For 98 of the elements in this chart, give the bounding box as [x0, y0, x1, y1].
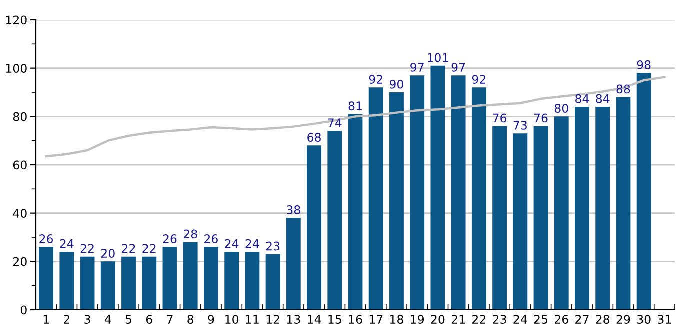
- data-label: 76: [493, 114, 507, 123]
- bar: [142, 256, 157, 310]
- x-tick-label: 10: [226, 315, 239, 324]
- x-tick-label: 13: [287, 315, 300, 324]
- bar: [451, 76, 466, 310]
- data-label: 92: [369, 75, 382, 84]
- bar: [122, 256, 136, 310]
- bar: [368, 88, 384, 310]
- data-label: 88: [616, 84, 630, 94]
- data-label: 68: [308, 133, 321, 142]
- bar: [575, 107, 590, 310]
- data-label: 97: [410, 62, 424, 72]
- bar: [266, 254, 280, 310]
- data-label: 26: [163, 234, 177, 244]
- data-label: 81: [348, 102, 362, 111]
- x-tick-label: 31: [658, 315, 672, 324]
- y-tick-label: 0: [20, 306, 27, 315]
- data-label: 84: [596, 94, 610, 104]
- bar: [554, 116, 569, 310]
- data-label: 24: [225, 239, 239, 248]
- bar: [60, 252, 74, 310]
- y-tick-label: 100: [6, 64, 27, 73]
- data-label: 26: [204, 234, 218, 244]
- bar: [286, 218, 301, 310]
- bar: [390, 92, 404, 310]
- data-label: 28: [184, 230, 198, 239]
- data-label: 97: [452, 62, 466, 72]
- bar: [616, 97, 631, 310]
- data-label: 84: [576, 94, 590, 104]
- x-tick-label: 20: [431, 315, 445, 324]
- data-label: 23: [266, 242, 280, 251]
- data-label: 92: [472, 75, 486, 84]
- y-tick-label: 20: [14, 257, 27, 266]
- bar: [596, 107, 610, 310]
- bar: [328, 131, 342, 310]
- x-tick-label: 24: [514, 315, 528, 324]
- x-tick-label: 18: [390, 315, 404, 324]
- bar: [183, 242, 198, 310]
- bar: [534, 126, 548, 310]
- bar: [80, 256, 95, 310]
- bar: [492, 126, 508, 310]
- data-label: 22: [80, 244, 94, 253]
- x-tick-label: 23: [493, 315, 506, 324]
- data-label: 76: [534, 114, 548, 123]
- data-label: 80: [554, 104, 568, 113]
- bar: [348, 114, 363, 310]
- data-label: 73: [514, 120, 527, 130]
- y-tick-label: 80: [13, 112, 27, 122]
- x-tick-label: 4: [104, 315, 112, 324]
- x-tick-label: 15: [328, 315, 342, 324]
- data-label: 90: [390, 80, 404, 89]
- x-tick-label: 3: [84, 315, 90, 324]
- bar: [39, 247, 54, 310]
- data-label: 24: [60, 239, 74, 248]
- bar: [410, 76, 425, 310]
- bar: [245, 252, 260, 310]
- x-tick-label: 11: [246, 315, 259, 324]
- y-tick-label: 120: [6, 16, 27, 25]
- x-tick-label: 12: [266, 315, 280, 324]
- x-tick-label: 16: [349, 315, 362, 324]
- x-tick-label: 22: [472, 315, 486, 324]
- y-tick-label: 40: [13, 209, 27, 218]
- data-label: 22: [142, 244, 156, 253]
- x-tick-label: 7: [167, 315, 173, 324]
- x-tick-label: 27: [576, 315, 589, 324]
- data-label: 38: [287, 206, 300, 214]
- x-tick-label: 14: [308, 315, 322, 324]
- x-tick-label: 29: [616, 315, 630, 324]
- x-tick-label: 1: [44, 315, 49, 324]
- bar: [430, 66, 446, 310]
- x-tick-label: 28: [596, 315, 610, 324]
- bar: [472, 88, 486, 310]
- data-label: 22: [122, 244, 136, 253]
- x-tick-label: 26: [554, 315, 568, 324]
- x-tick-label: 8: [188, 315, 194, 324]
- x-tick-label: 2: [64, 315, 70, 324]
- x-tick-label: 25: [534, 315, 548, 324]
- x-tick-label: 30: [637, 315, 651, 324]
- data-label: 98: [637, 60, 651, 70]
- bar: [636, 73, 652, 310]
- x-tick-label: 6: [146, 315, 152, 324]
- x-tick-label: 5: [126, 315, 132, 324]
- bar: [513, 134, 528, 310]
- bar: [100, 262, 116, 310]
- bar: [162, 247, 178, 310]
- data-label: 20: [102, 249, 115, 258]
- x-tick-label: 17: [370, 315, 383, 324]
- bar: [224, 252, 240, 310]
- x-tick-label: 19: [411, 315, 424, 324]
- x-tick-label: 21: [452, 315, 465, 324]
- data-label: 26: [40, 234, 54, 244]
- bar: [307, 146, 322, 310]
- data-label: 24: [246, 239, 260, 248]
- bar: [204, 247, 218, 310]
- y-tick-label: 60: [13, 160, 27, 170]
- x-tick-label: 9: [208, 315, 214, 324]
- data-label: 74: [328, 118, 342, 128]
- data-label: 101: [428, 53, 448, 62]
